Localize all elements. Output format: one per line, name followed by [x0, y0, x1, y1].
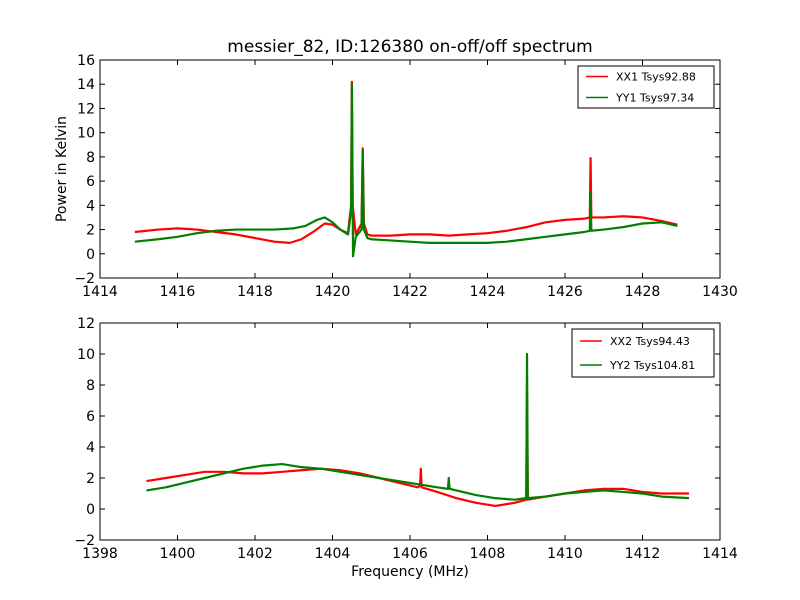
legend-entry: YY2 Tsys104.81	[609, 359, 695, 372]
y-tick-label: 8	[86, 150, 95, 166]
y-tick-label: 2	[86, 223, 95, 239]
x-tick-label: 1414	[82, 284, 118, 300]
x-tick-label: 1408	[470, 546, 506, 562]
x-tick-label: 1420	[315, 284, 351, 300]
x-tick-label: 1406	[392, 546, 428, 562]
x-tick-label: 1430	[702, 284, 738, 300]
y-tick-label: 14	[77, 77, 95, 93]
x-tick-label: 1404	[315, 546, 351, 562]
x-tick-label: 1400	[160, 546, 196, 562]
x-tick-label: 1414	[702, 546, 738, 562]
y-tick-label: 16	[77, 53, 95, 69]
chart-title: messier_82, ID:126380 on-off/off spectru…	[227, 37, 592, 57]
y-tick-label: 10	[77, 126, 95, 142]
legend-entry: XX1 Tsys92.88	[616, 71, 696, 84]
y-axis-label: Power in Kelvin	[54, 116, 70, 222]
y-tick-label: 0	[86, 247, 95, 263]
y-tick-label: −2	[74, 533, 95, 549]
x-tick-label: 1398	[82, 546, 118, 562]
top-spectrum-plot: 1414 1416 1418 1420 1422 1424 1426 1428 1430−202…	[54, 37, 738, 300]
y-tick-label: 6	[86, 409, 95, 425]
x-tick-label: 1428	[625, 284, 661, 300]
x-tick-label: 1426	[547, 284, 583, 300]
x-axis-label: Frequency (MHz)	[351, 564, 469, 580]
legend: XX2 Tsys94.43 YY2 Tsys104.81	[571, 328, 715, 378]
bottom-spectrum-plot: 1398 1400 1402 1404 1406 1408 1410 1412 1414 −2 0 2…	[74, 316, 738, 580]
series-line-yy1	[134, 83, 678, 258]
y-tick-label: 12	[77, 101, 95, 117]
legend-entry: XX2 Tsys94.43	[610, 335, 690, 348]
legend-entry: YY1 Tsys97.34	[615, 92, 694, 105]
x-tick-label: 1416	[160, 284, 196, 300]
x-tick-label: 1422	[392, 284, 428, 300]
y-tick-label: 8	[86, 378, 95, 394]
x-tick-label: 1410	[547, 546, 583, 562]
y-tick-label: 10	[77, 347, 95, 363]
y-tick-label: 2	[86, 471, 95, 487]
y-tick-label: −2	[74, 271, 95, 287]
legend: XX1 Tsys92.88 YY1 Tsys97.34	[577, 65, 715, 109]
y-tick-label: 6	[86, 174, 95, 190]
x-tick-label: 1402	[237, 546, 273, 562]
y-tick-label: 4	[86, 440, 95, 456]
x-tick-label: 1412	[625, 546, 661, 562]
x-tick-label: 1418	[237, 284, 273, 300]
y-tick-label: 0	[86, 502, 95, 518]
series-line-yy2	[146, 352, 690, 501]
y-tick-label: 4	[86, 198, 95, 214]
x-tick-label: 1424	[470, 284, 506, 300]
y-tick-label: 12	[77, 316, 95, 332]
